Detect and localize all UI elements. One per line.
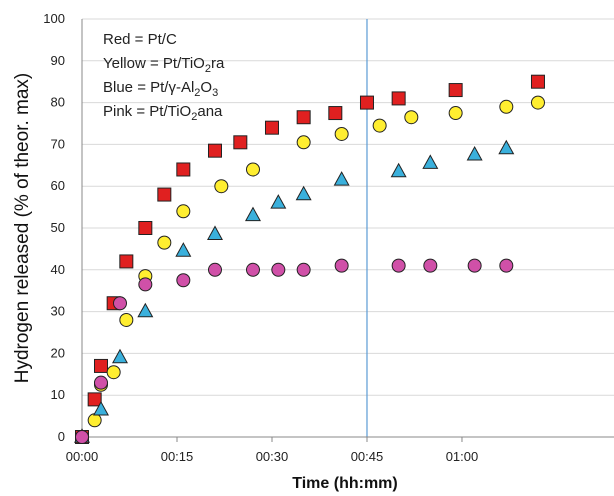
data-point — [176, 162, 191, 177]
data-point — [157, 235, 172, 250]
data-point — [93, 375, 108, 390]
data-point — [270, 194, 287, 209]
tick-labels: 0 10 20 30 40 50 60 70 80 90 100 00:00 00:15 00:30 00:… — [43, 11, 478, 464]
data-point — [175, 242, 192, 257]
data-point — [264, 120, 279, 135]
data-point — [498, 139, 515, 155]
data-point — [206, 225, 223, 240]
y-tick-label: 100 — [43, 11, 65, 26]
x-tick-label: 01:00 — [446, 449, 479, 464]
y-tick-label: 60 — [51, 178, 65, 193]
y-tick-label: 50 — [51, 220, 65, 235]
data-point — [404, 110, 419, 125]
y-axis-title: Hydrogen released (% of theor. max) — [12, 73, 33, 384]
data-point — [138, 221, 153, 235]
data-point — [214, 179, 229, 194]
data-point — [245, 162, 260, 177]
data-point — [137, 302, 154, 318]
data-point — [207, 143, 222, 158]
data-point — [176, 273, 191, 288]
gridlines — [82, 18, 614, 396]
data-point — [87, 413, 102, 428]
data-point — [422, 154, 439, 169]
x-tick-label: 00:45 — [351, 449, 384, 464]
data-point — [112, 348, 128, 364]
data-point — [112, 296, 127, 311]
annotation-line: Pink = Pt/TiO2ana — [103, 103, 223, 123]
x-tick-label: 00:30 — [256, 449, 289, 464]
data-point — [119, 312, 134, 327]
y-tick-label: 30 — [51, 304, 65, 319]
data-point — [295, 185, 312, 201]
x-tick-label: 00:00 — [66, 449, 99, 464]
data-point — [87, 392, 102, 407]
data-point — [93, 358, 108, 373]
data-points — [74, 74, 545, 444]
data-point — [296, 135, 311, 150]
data-point — [106, 365, 121, 380]
data-point — [448, 83, 463, 98]
data-point — [499, 258, 514, 273]
x-axis-title: Time (hh:mm) — [292, 475, 397, 492]
data-point — [423, 258, 438, 273]
data-point — [390, 162, 407, 178]
data-point — [372, 118, 387, 133]
data-point — [333, 171, 350, 186]
annotation-line: Red = Pt/C — [103, 31, 177, 48]
data-point — [75, 430, 89, 444]
x-tick-label: 00:15 — [161, 449, 194, 464]
annotation-line: Blue = Pt/γ-Al2O3 — [103, 79, 218, 99]
data-point — [245, 262, 260, 277]
data-point — [176, 204, 191, 219]
data-point — [467, 258, 482, 273]
data-point — [244, 206, 261, 222]
y-tick-label: 0 — [58, 429, 65, 444]
data-point — [499, 99, 514, 114]
data-point — [391, 91, 406, 106]
legend-annotation: Red = Pt/C Yellow = Pt/TiO2ra Blue = Pt/γ-… — [103, 31, 225, 123]
y-tick-label: 70 — [51, 136, 65, 151]
annotation-line: Yellow = Pt/TiO2ra — [103, 55, 225, 75]
data-point — [271, 262, 286, 277]
data-point — [296, 262, 311, 277]
data-point — [530, 95, 545, 110]
data-point — [138, 277, 153, 292]
data-point — [359, 95, 374, 110]
data-point — [530, 74, 545, 89]
data-point — [328, 106, 343, 121]
data-point — [157, 187, 172, 202]
data-point — [334, 126, 349, 141]
data-point — [233, 135, 248, 150]
data-point — [93, 400, 109, 416]
data-point — [334, 258, 349, 273]
series-3 — [75, 258, 514, 444]
data-point — [296, 110, 311, 125]
data-point — [391, 258, 406, 273]
y-tick-label: 10 — [51, 387, 65, 402]
data-point — [466, 146, 483, 161]
y-tick-label: 20 — [51, 345, 65, 360]
data-point — [119, 254, 134, 269]
y-tick-label: 40 — [51, 262, 65, 277]
y-tick-label: 90 — [51, 53, 65, 68]
y-tick-label: 80 — [51, 95, 65, 110]
data-point — [207, 262, 222, 277]
data-point — [448, 106, 463, 121]
